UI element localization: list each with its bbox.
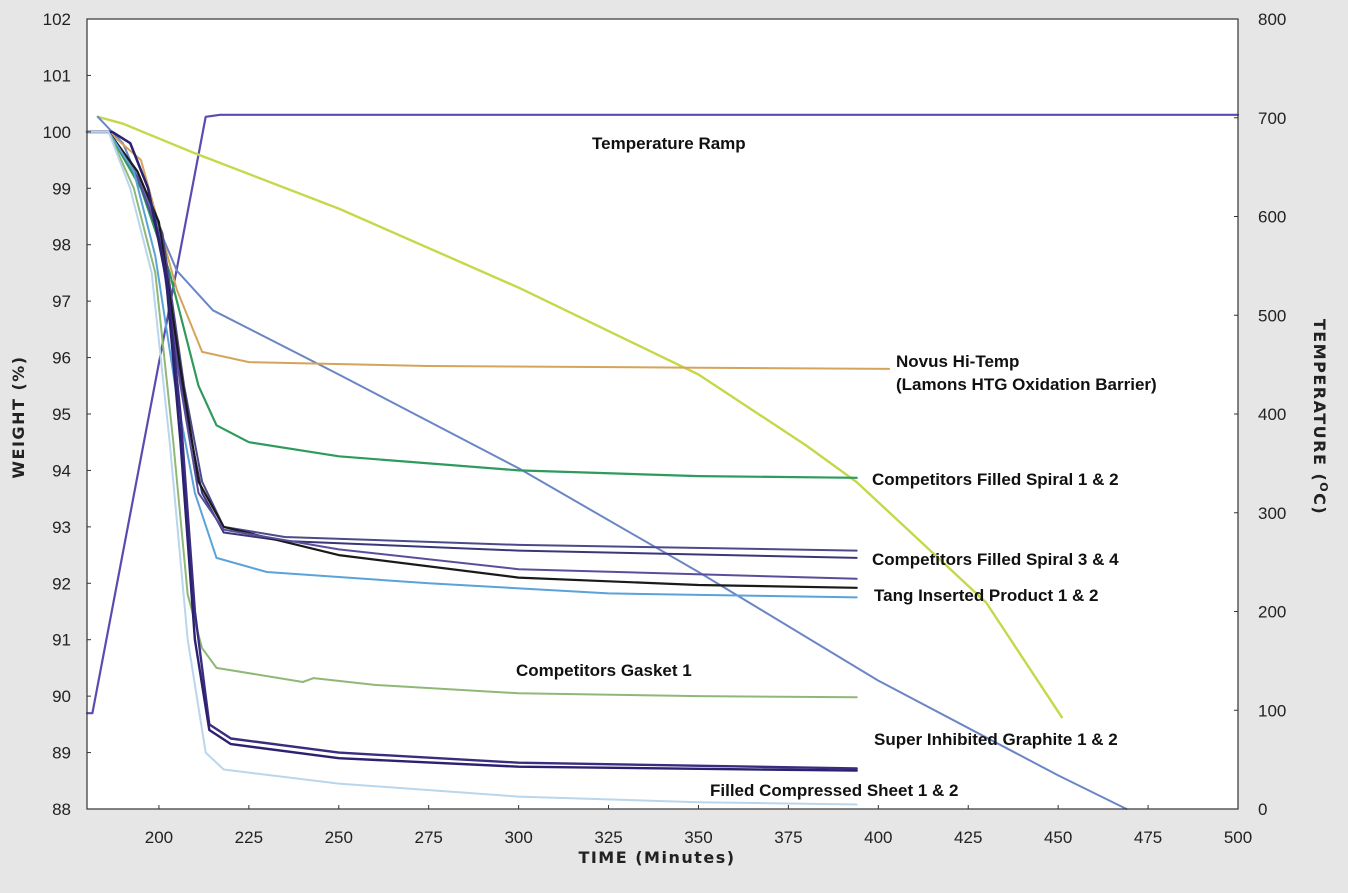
series-layer <box>85 113 1240 810</box>
annotation-filled-compressed-sheet: Filled Compressed Sheet 1 & 2 <box>710 781 958 800</box>
y2-tick-label: 400 <box>1258 405 1286 424</box>
y-tick-label: 88 <box>52 800 71 819</box>
y2-tick-label: 300 <box>1258 504 1286 523</box>
series-line-14 <box>86 130 858 806</box>
x-tick-label: 425 <box>954 828 982 847</box>
annotation-super-inhibited-graphite: Super Inhibited Graphite 1 & 2 <box>874 730 1118 749</box>
y-tick-label: 90 <box>52 687 71 706</box>
x-tick-label: 250 <box>325 828 353 847</box>
series-line-8 <box>85 130 858 589</box>
y2-tick-label: 0 <box>1258 800 1267 819</box>
y-tick-label: 92 <box>52 574 71 593</box>
axes-layer: 200 225 250 275 300 325 350 375 400 425 450 475 500 8… <box>43 10 1287 847</box>
x-tick-label: 450 <box>1044 828 1072 847</box>
y2-axis-title-sup: O <box>1317 482 1330 493</box>
x-tick-label: 375 <box>774 828 802 847</box>
y-tick-label: 97 <box>52 292 71 311</box>
series-line-3 <box>96 115 1128 810</box>
series-line-10 <box>86 130 858 599</box>
x-tick-label: 200 <box>145 828 173 847</box>
x-tick-label: 225 <box>235 828 263 847</box>
y-tick-label: 99 <box>52 179 71 198</box>
y2-tick-label: 200 <box>1258 603 1286 622</box>
x-tick-label: 475 <box>1134 828 1162 847</box>
annotation-tang-inserted: Tang Inserted Product 1 & 2 <box>874 586 1099 605</box>
series-line-4 <box>86 130 891 370</box>
series-line-5 <box>85 130 858 479</box>
y2-tick-label: 500 <box>1258 306 1286 325</box>
annotation-filled-spiral-1-2: Competitors Filled Spiral 1 & 2 <box>872 470 1119 489</box>
y-tick-label: 93 <box>52 518 71 537</box>
y-tick-label: 95 <box>52 405 71 424</box>
x-tick-label: 400 <box>864 828 892 847</box>
x-tick-label: 325 <box>594 828 622 847</box>
y-tick-label: 89 <box>52 744 71 763</box>
y-tick-label: 91 <box>52 631 71 650</box>
y2-axis-title-main: TEMPERATURE ( <box>1310 319 1329 482</box>
y-tick-label: 94 <box>52 461 71 480</box>
y-tick-label: 98 <box>52 236 71 255</box>
y-tick-label: 96 <box>52 349 71 368</box>
x-tick-label: 275 <box>415 828 443 847</box>
y-tick-label: 102 <box>43 10 71 29</box>
y2-tick-label: 600 <box>1258 208 1286 227</box>
y2-axis-title-end: C) <box>1310 493 1329 515</box>
y2-tick-label: 800 <box>1258 10 1286 29</box>
annotation-filled-spiral-3-4: Competitors Filled Spiral 3 & 4 <box>872 550 1119 569</box>
annotation-temperature-ramp: Temperature Ramp <box>592 134 746 153</box>
x-tick-label: 500 <box>1224 828 1252 847</box>
y2-tick-label: 100 <box>1258 701 1286 720</box>
y2-axis-title: TEMPERATURE (OC) <box>1310 319 1330 515</box>
x-tick-label: 350 <box>684 828 712 847</box>
annotation-competitors-gasket-1: Competitors Gasket 1 <box>516 661 692 680</box>
y2-tick-label: 700 <box>1258 109 1286 128</box>
y-axis-title: WEIGHT (%) <box>9 355 28 478</box>
series-line-11 <box>86 130 858 699</box>
y-tick-label: 100 <box>43 123 71 142</box>
x-axis-title: TIME (Minutes) <box>578 848 735 867</box>
annotation-lamons-htg: (Lamons HTG Oxidation Barrier) <box>896 375 1157 394</box>
x-tick-label: 300 <box>504 828 532 847</box>
y-tick-label: 101 <box>43 66 71 85</box>
series-line-2 <box>96 115 1064 719</box>
series-line-13 <box>85 130 858 772</box>
series-line-1 <box>85 113 1240 715</box>
annotation-novus-hi-temp: Novus Hi-Temp <box>896 352 1019 371</box>
